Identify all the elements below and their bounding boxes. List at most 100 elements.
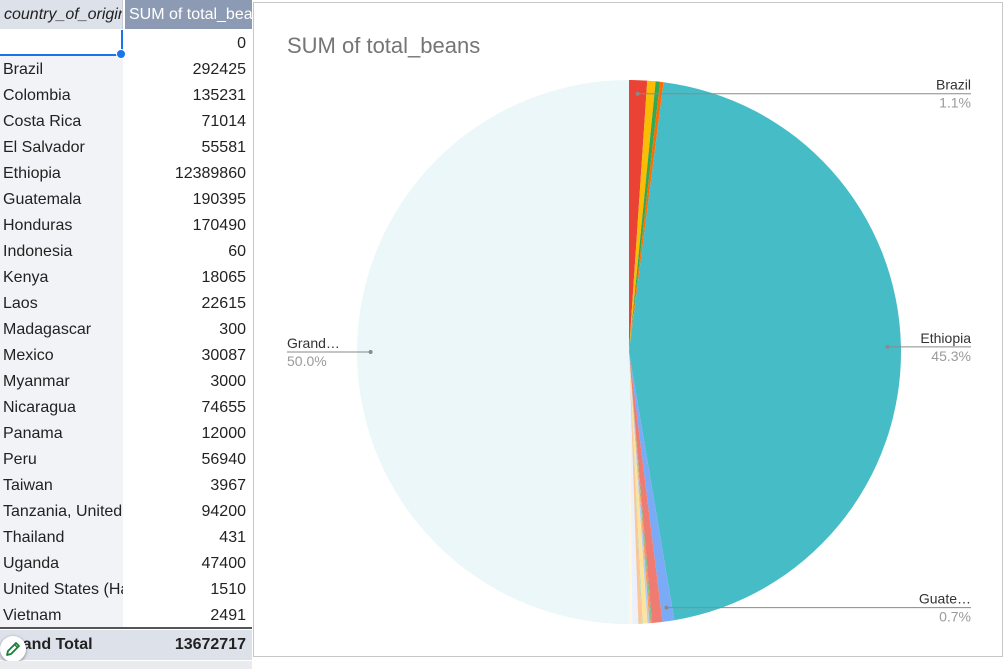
table-row[interactable]: Taiwan 3967	[0, 473, 252, 499]
table-row[interactable]: Vietnam 2491	[0, 603, 252, 629]
column-header-country[interactable]: country_of_origin	[0, 0, 123, 29]
pie-slice-el-salvador[interactable]	[629, 81, 664, 352]
row-value: 300	[219, 321, 246, 338]
table-row[interactable]: United States (Hawaii) 1510	[0, 577, 252, 603]
table-row[interactable]: Myanmar 3000	[0, 369, 252, 395]
callout-percent: 1.1%	[939, 95, 971, 111]
row-label: Laos	[3, 295, 38, 312]
grand-total-value: 13672717	[174, 636, 246, 653]
pie-slice-taiwan[interactable]	[629, 352, 639, 624]
table-row[interactable]: Colombia 135231	[0, 83, 252, 109]
pie-slice-costa-rica[interactable]	[629, 81, 661, 352]
pie-slice-ethiopia[interactable]	[629, 82, 901, 621]
pie-slice-laos[interactable]	[629, 352, 651, 624]
row-label: Colombia	[3, 87, 71, 104]
table-row[interactable]: Brazil 292425	[0, 57, 252, 83]
row-value: 71014	[201, 113, 247, 130]
callout-guatemala: Guate… 0.7%	[664, 591, 971, 625]
blank-row-value[interactable]: 0	[237, 35, 246, 52]
pie-slice-panama[interactable]	[629, 352, 643, 624]
row-label: Madagascar	[3, 321, 92, 338]
pie-slice-tanzania-united-republic-of[interactable]	[629, 352, 639, 624]
row-label: Thailand	[3, 529, 65, 546]
pie-slice-uganda[interactable]	[629, 352, 633, 624]
table-row[interactable]: Kenya 18065	[0, 265, 252, 291]
row-value: 55581	[201, 139, 247, 156]
row-label: Mexico	[3, 347, 54, 364]
callout-dot	[368, 350, 373, 354]
table-row[interactable]: Mexico 30087	[0, 343, 252, 369]
row-value: 292425	[192, 61, 246, 78]
table-row[interactable]: Indonesia 60	[0, 239, 252, 265]
callout-dot	[885, 344, 890, 349]
row-value: 12000	[201, 425, 247, 442]
grand-total-row[interactable]: Grand Total 13672717	[0, 630, 252, 660]
pie-slice-honduras[interactable]	[629, 352, 663, 624]
row-value: 2491	[210, 607, 246, 624]
pie-slice-thailand[interactable]	[629, 352, 633, 624]
pie-slice-colombia[interactable]	[629, 80, 656, 352]
row-value: 190395	[192, 191, 246, 208]
pie-slice-brazil[interactable]	[629, 80, 648, 352]
table-row[interactable]: Guatemala 190395	[0, 187, 252, 213]
callout-label: Grand…	[287, 335, 340, 351]
pie-slice-nicaragua[interactable]	[629, 352, 648, 624]
callout-percent: 0.7%	[939, 609, 971, 625]
row-value: 170490	[192, 217, 246, 234]
row-label: Honduras	[3, 217, 73, 234]
callout-percent: 50.0%	[287, 353, 327, 369]
pie-slice-myanmar[interactable]	[629, 352, 648, 624]
pie-slice-indonesia[interactable]	[629, 352, 652, 624]
callout-grand-total: Grand… 50.0%	[287, 335, 373, 369]
row-value: 60	[228, 243, 246, 260]
table-row[interactable]: Uganda 47400	[0, 551, 252, 577]
table-row[interactable]: Peru 56940	[0, 447, 252, 473]
row-value: 431	[219, 529, 246, 546]
row-value: 3967	[210, 477, 246, 494]
row-label: El Salvador	[3, 139, 85, 156]
selected-blank-cell[interactable]	[0, 30, 126, 59]
pie-slice-grand-total[interactable]	[357, 80, 629, 624]
pivot-table: country_of_origin SUM of total_beans 0 B…	[0, 0, 252, 669]
callout-ethiopia: Ethiopia 45.3%	[885, 330, 971, 364]
pie-slice-guatemala[interactable]	[629, 352, 675, 622]
table-row[interactable]: Ethiopia 12389860	[0, 161, 252, 187]
row-label: Peru	[3, 451, 37, 468]
table-row[interactable]: Laos 22615	[0, 291, 252, 317]
table-row[interactable]: Tanzania, United Republic Of 94200	[0, 499, 252, 525]
table-row[interactable]: Panama 12000	[0, 421, 252, 447]
callout-percent: 45.3%	[931, 348, 971, 364]
pencil-icon[interactable]	[0, 636, 26, 662]
row-value: 94200	[201, 503, 247, 520]
table-row[interactable]: Madagascar 300	[0, 317, 252, 343]
table-row[interactable]: Costa Rica 71014	[0, 109, 252, 135]
row-value: 30087	[201, 347, 247, 364]
row-value: 74655	[201, 399, 247, 416]
row-label: United States (Hawaii)	[3, 581, 123, 598]
table-row[interactable]: Honduras 170490	[0, 213, 252, 239]
row-label: Guatemala	[3, 191, 82, 208]
callout-brazil: Brazil 1.1%	[635, 77, 971, 111]
table-row[interactable]: El Salvador 55581	[0, 135, 252, 161]
row-value: 1510	[210, 581, 246, 598]
row-value: 18065	[201, 269, 247, 286]
pie-slice-peru[interactable]	[629, 352, 642, 624]
table-row[interactable]: Nicaragua 74655	[0, 395, 252, 421]
pie-chart-svg: Brazil 1.1% Ethiopia 45.3% Guate… 0.7% Grand… 5…	[287, 77, 971, 625]
callout-label: Brazil	[936, 77, 971, 93]
table-row[interactable]: Thailand 431	[0, 525, 252, 551]
row-value: 47400	[201, 555, 247, 572]
fill-handle[interactable]	[116, 49, 126, 59]
pie-slice-kenya[interactable]	[629, 352, 652, 624]
row-label: Costa Rica	[3, 113, 82, 130]
row-label: Panama	[3, 425, 63, 442]
column-header-sum[interactable]: SUM of total_beans	[125, 0, 252, 29]
pie-chart[interactable]: SUM of total_beans Brazil 1.1% Ethiopia 45.…	[253, 2, 1003, 657]
callout-dot	[664, 605, 669, 610]
callout-dot	[635, 91, 640, 96]
row-label: Tanzania, United Republic Of	[3, 503, 123, 520]
row-label: Kenya	[3, 269, 49, 286]
row-value: 135231	[192, 87, 246, 104]
pie-slice-mexico[interactable]	[629, 352, 650, 624]
row-value: 22615	[201, 295, 247, 312]
